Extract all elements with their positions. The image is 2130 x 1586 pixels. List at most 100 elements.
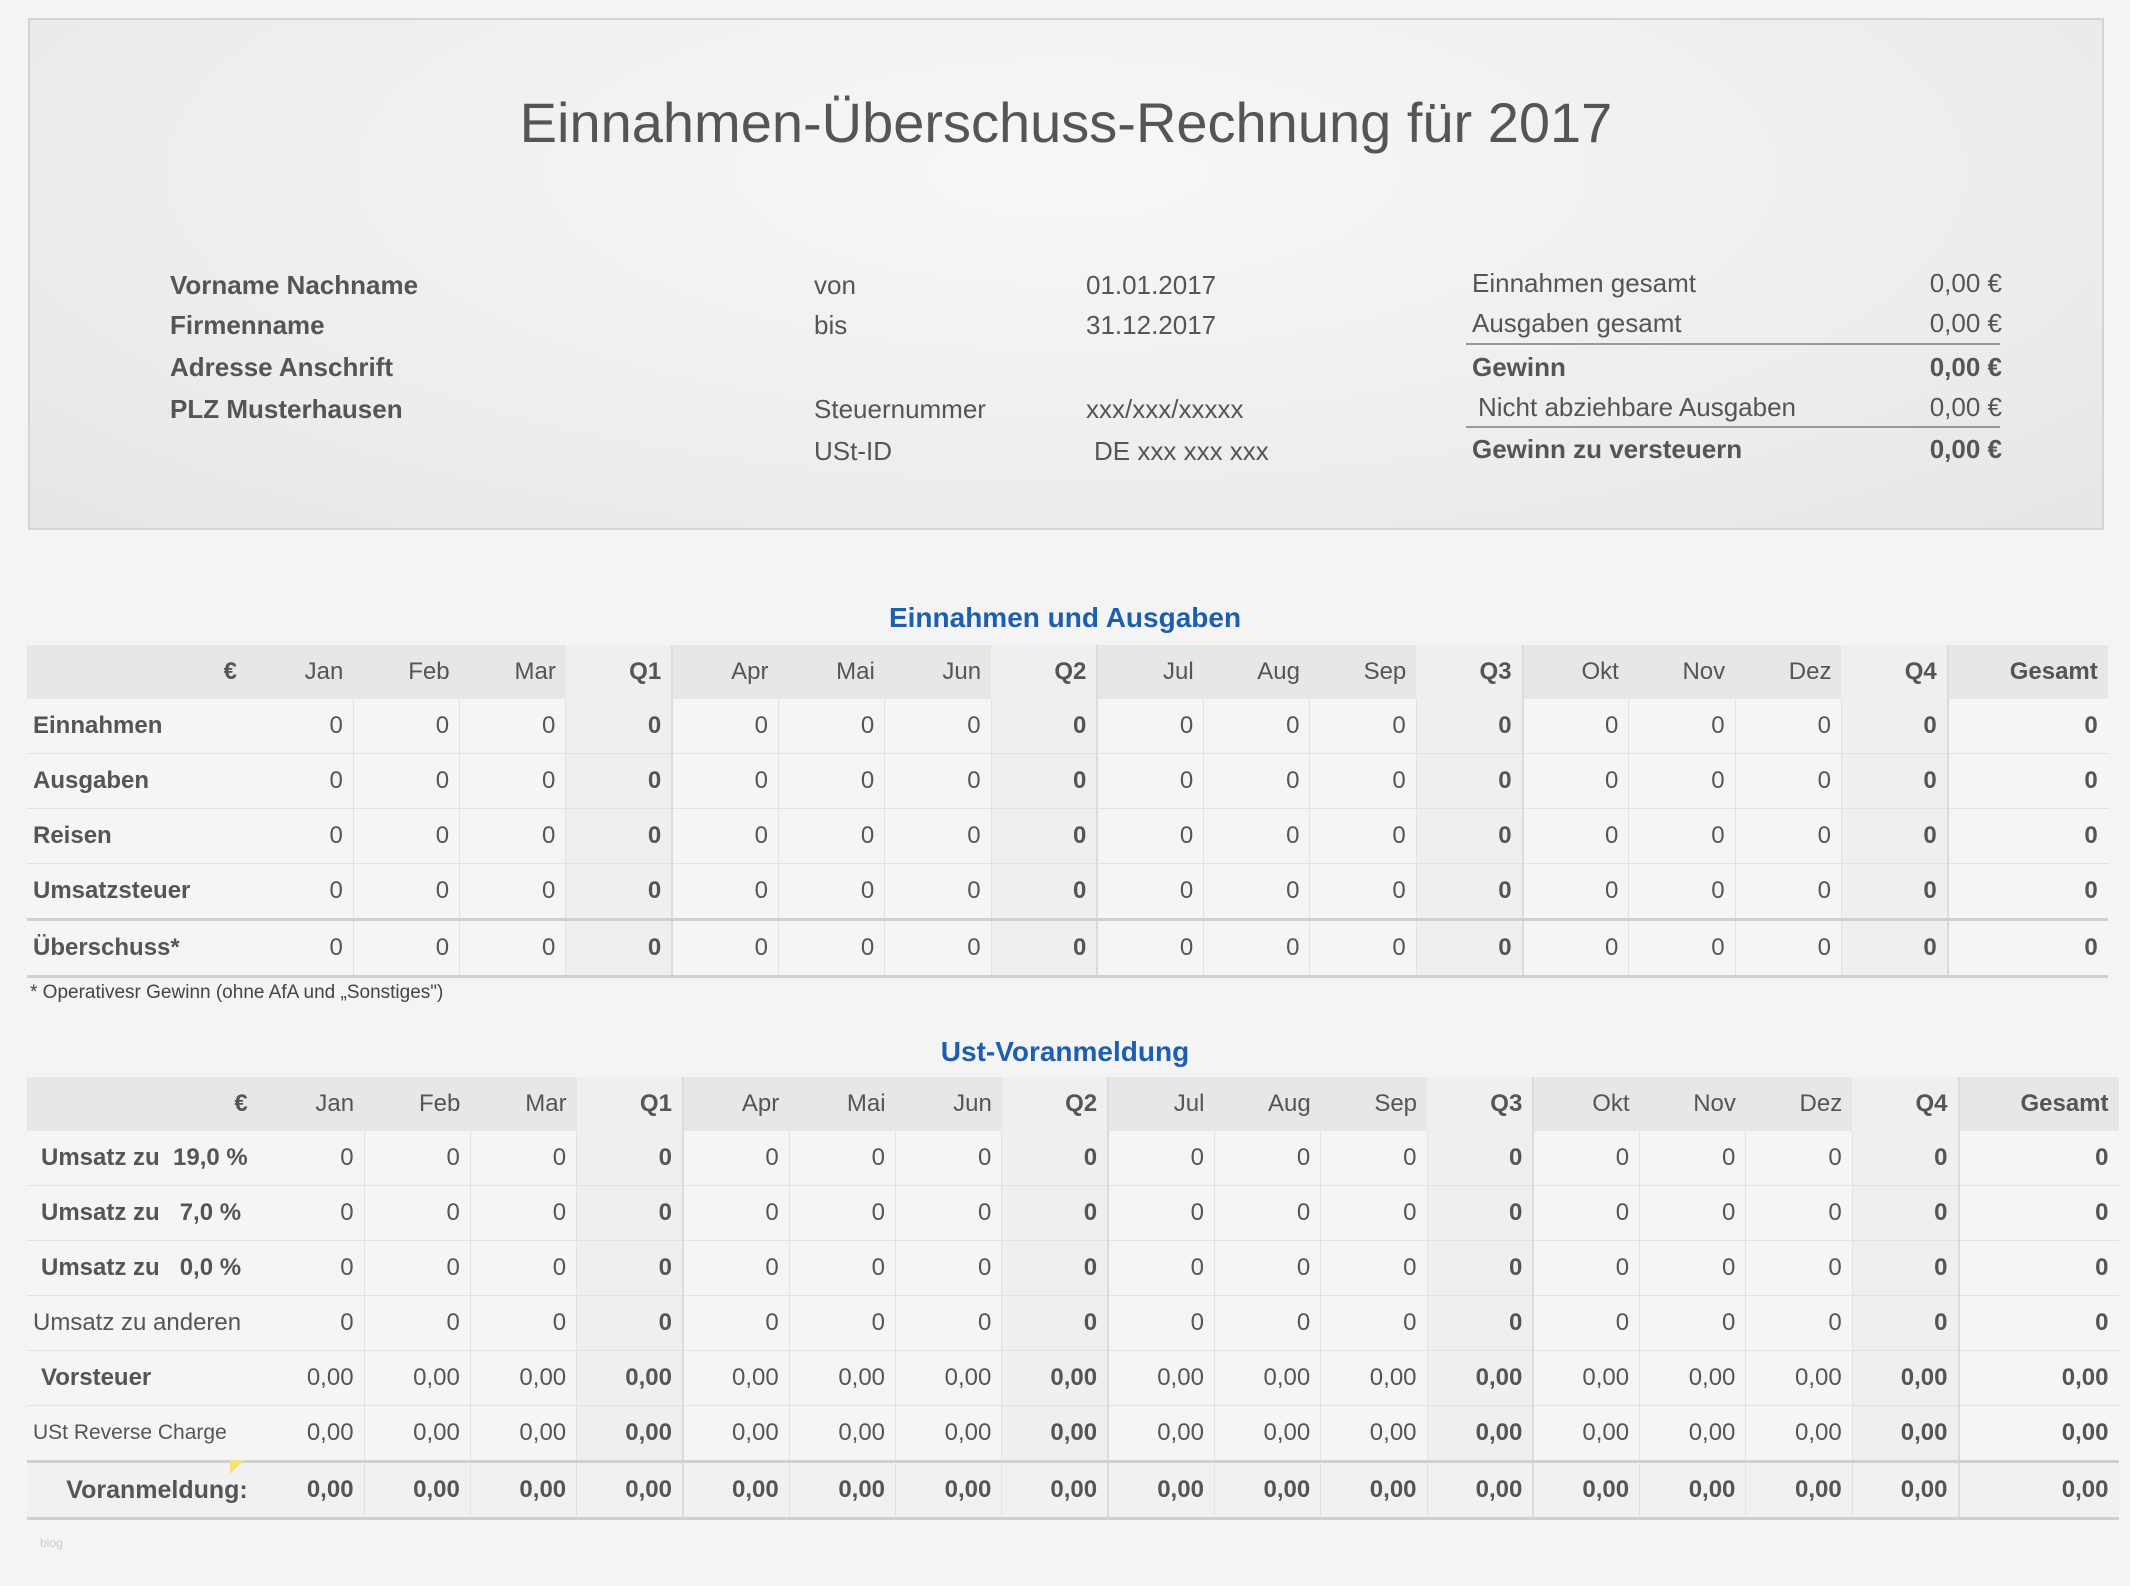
cell-q1[interactable]: 0 [576,1131,684,1186]
cell-okt[interactable]: 0 [1533,1240,1641,1296]
cell-q2[interactable]: 0,00 [1001,1350,1110,1406]
cell-jun[interactable]: 0 [884,699,992,754]
cell-q4[interactable]: 0 [1852,1240,1960,1296]
cell-dez[interactable]: 0 [1735,808,1842,864]
cell-apr[interactable]: 0 [682,1131,790,1186]
cell-q1[interactable]: 0 [565,808,674,864]
cell-nov[interactable]: 0 [1639,1295,1747,1351]
cell-q1[interactable]: 0 [576,1295,684,1351]
cell-dez[interactable]: 0,00 [1745,1405,1853,1462]
cell-q4[interactable]: 0 [1841,863,1949,920]
cell-nov[interactable]: 0 [1628,699,1736,754]
cell-q3[interactable]: 0,00 [1427,1350,1535,1406]
cell-nov[interactable]: 0 [1639,1131,1747,1186]
cell-jan[interactable]: 0,00 [257,1460,365,1520]
cell-nov[interactable]: 0,00 [1639,1460,1747,1520]
cell-jun[interactable]: 0 [895,1240,1003,1296]
cell-feb[interactable]: 0,00 [364,1405,471,1462]
cell-jan[interactable]: 0 [247,918,354,978]
cell-gesamt[interactable]: 0,00 [1958,1405,2119,1462]
cell-mai[interactable]: 0 [789,1131,897,1186]
vat-id[interactable]: DE xxx xxx xxx [1094,436,1269,466]
cell-gesamt[interactable]: 0,00 [1958,1460,2119,1520]
cell-okt[interactable]: 0 [1533,1295,1641,1351]
cell-jan[interactable]: 0 [247,808,354,864]
cell-jul[interactable]: 0 [1108,1295,1215,1351]
cell-feb[interactable]: 0 [353,753,461,809]
cell-jan[interactable]: 0,00 [257,1405,365,1462]
cell-nov[interactable]: 0 [1628,918,1736,978]
cell-nov[interactable]: 0 [1628,808,1736,864]
cell-sep[interactable]: 0 [1309,863,1417,920]
cell-sep[interactable]: 0 [1309,918,1417,978]
cell-q4[interactable]: 0 [1841,753,1949,809]
cell-apr[interactable]: 0 [672,918,779,978]
cell-apr[interactable]: 0 [672,808,779,864]
cell-jul[interactable]: 0 [1097,753,1205,809]
cell-feb[interactable]: 0,00 [364,1460,471,1520]
cell-q4[interactable]: 0 [1852,1131,1960,1186]
cell-okt[interactable]: 0,00 [1533,1460,1641,1520]
cell-mar[interactable]: 0 [459,918,567,978]
cell-q4[interactable]: 0 [1841,808,1949,864]
cell-jun[interactable]: 0 [884,863,992,920]
cell-q1[interactable]: 0 [565,863,674,920]
tax-number[interactable]: xxx/xxx/xxxxx [1086,394,1244,424]
to-date[interactable]: 31.12.2017 [1086,310,1217,340]
cell-jun[interactable]: 0 [895,1295,1003,1351]
cell-q4[interactable]: 0,00 [1852,1350,1960,1406]
cell-q1[interactable]: 0 [565,753,674,809]
cell-q2[interactable]: 0 [991,918,1099,978]
cell-apr[interactable]: 0,00 [682,1350,790,1406]
cell-jan[interactable]: 0 [247,863,354,920]
cell-aug[interactable]: 0,00 [1214,1460,1322,1520]
cell-q2[interactable]: 0,00 [1001,1405,1110,1462]
cell-q1[interactable]: 0 [576,1240,684,1296]
cell-q2[interactable]: 0 [1001,1240,1110,1296]
cell-aug[interactable]: 0 [1203,753,1311,809]
cell-q2[interactable]: 0 [991,753,1099,809]
cell-jun[interactable]: 0,00 [895,1405,1003,1462]
cell-q1[interactable]: 0,00 [576,1405,684,1462]
cell-nov[interactable]: 0 [1639,1185,1747,1241]
cell-aug[interactable]: 0 [1214,1185,1322,1241]
cell-nov[interactable]: 0 [1628,753,1736,809]
cell-jun[interactable]: 0 [884,753,992,809]
cell-dez[interactable]: 0 [1735,753,1842,809]
cell-aug[interactable]: 0 [1203,918,1311,978]
cell-q3[interactable]: 0 [1427,1240,1535,1296]
cell-sep[interactable]: 0,00 [1320,1350,1428,1406]
cell-gesamt[interactable]: 0 [1947,699,2108,754]
cell-jan[interactable]: 0 [257,1131,365,1186]
cell-q4[interactable]: 0 [1841,699,1949,754]
cell-q4[interactable]: 0 [1852,1295,1960,1351]
cell-feb[interactable]: 0 [364,1240,471,1296]
cell-mar[interactable]: 0,00 [470,1405,578,1462]
cell-gesamt[interactable]: 0 [1947,808,2108,864]
cell-mai[interactable]: 0 [778,699,886,754]
cell-jan[interactable]: 0 [257,1185,365,1241]
cell-mar[interactable]: 0,00 [470,1350,578,1406]
cell-dez[interactable]: 0,00 [1745,1350,1853,1406]
cell-jul[interactable]: 0 [1097,863,1205,920]
cell-mai[interactable]: 0,00 [789,1350,897,1406]
cell-q4[interactable]: 0 [1852,1185,1960,1241]
cell-jul[interactable]: 0 [1108,1185,1215,1241]
cell-q4[interactable]: 0 [1841,918,1949,978]
cell-mai[interactable]: 0,00 [789,1405,897,1462]
cell-sep[interactable]: 0 [1320,1185,1428,1241]
cell-nov[interactable]: 0 [1628,863,1736,920]
cell-q2[interactable]: 0 [1001,1131,1110,1186]
cell-mar[interactable]: 0 [459,699,567,754]
cell-jun[interactable]: 0,00 [895,1350,1003,1406]
cell-gesamt[interactable]: 0 [1947,918,2108,978]
cell-apr[interactable]: 0,00 [682,1405,790,1462]
cell-sep[interactable]: 0,00 [1320,1405,1428,1462]
cell-jan[interactable]: 0 [247,699,354,754]
cell-dez[interactable]: 0 [1745,1185,1853,1241]
cell-jul[interactable]: 0,00 [1108,1350,1215,1406]
cell-dez[interactable]: 0 [1745,1240,1853,1296]
cell-mar[interactable]: 0 [470,1295,578,1351]
cell-sep[interactable]: 0 [1309,699,1417,754]
cell-feb[interactable]: 0 [353,699,461,754]
